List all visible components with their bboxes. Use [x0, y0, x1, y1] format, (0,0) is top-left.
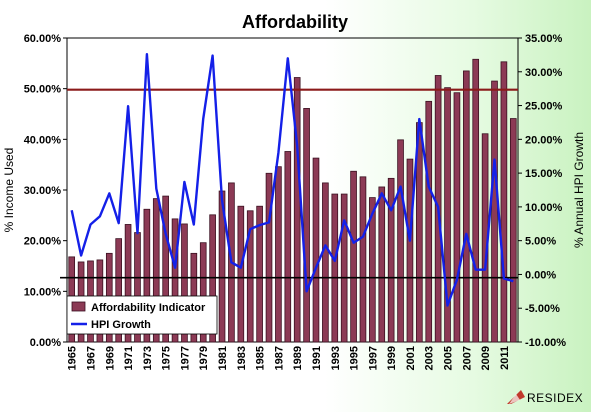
bar-affordability-2000 — [397, 139, 404, 343]
y2-tick-label: -5.00% — [525, 303, 560, 315]
x-tick-label: 2001 — [405, 346, 417, 370]
x-tick-label: 2011 — [499, 346, 511, 370]
bar-affordability-1976 — [171, 218, 179, 343]
y2-tick-label: -10.00% — [525, 337, 566, 349]
x-tick-label: 1993 — [330, 346, 342, 370]
bar-affordability-1977 — [181, 223, 188, 343]
bar-affordability-2012 — [509, 118, 517, 343]
x-tick-label: 1975 — [161, 346, 173, 370]
bar-affordability-2008 — [472, 58, 480, 343]
bar-affordability-1994 — [340, 193, 348, 343]
bar-affordability-1975 — [162, 195, 169, 343]
y2-tick-label: 20.00% — [525, 134, 563, 146]
y2-tick-label: 5.00% — [525, 236, 556, 248]
x-tick-label: 1967 — [85, 346, 97, 370]
bar-affordability-1990 — [303, 108, 310, 343]
bar-affordability-2010 — [491, 80, 498, 343]
chart-title: Affordability — [242, 12, 348, 32]
bar-affordability-2007 — [463, 70, 470, 343]
x-tick-label: 1995 — [349, 346, 361, 370]
x-tick-label: 1997 — [367, 346, 379, 370]
logo-text: RESIDEX — [527, 391, 583, 405]
bar-affordability-2001 — [406, 158, 414, 343]
bar-affordability-1987 — [275, 166, 282, 343]
bar-affordability-1999 — [387, 177, 395, 343]
bar-affordability-1993 — [331, 193, 339, 343]
bar-affordability-1971 — [124, 224, 132, 343]
x-tick-label: 1973 — [142, 346, 154, 370]
bar-affordability-1970 — [115, 238, 122, 343]
bar-affordability-1973 — [143, 208, 151, 343]
bar-affordability-1989 — [293, 77, 301, 343]
y2-tick-label: 30.00% — [525, 67, 563, 79]
legend: Affordability Indicator HPI Growth — [66, 295, 218, 335]
bar-affordability-1986 — [265, 172, 273, 343]
x-tick-label: 1991 — [311, 346, 323, 370]
x-tick-label: 1981 — [217, 346, 229, 370]
x-tick-label: 1989 — [292, 346, 304, 370]
y-tick-label: 20.00% — [24, 236, 62, 248]
legend-bar-swatch — [71, 301, 86, 312]
x-tick-label: 1985 — [255, 346, 267, 370]
bar-affordability-1992 — [322, 182, 329, 343]
bar-affordability-2006 — [453, 92, 461, 343]
y2-tick-label: 25.00% — [525, 101, 563, 113]
x-tick-label: 1999 — [386, 346, 398, 370]
bar-affordability-1988 — [284, 151, 292, 343]
bar-affordability-1985 — [256, 205, 263, 343]
legend-label-affordability: Affordability Indicator — [91, 302, 206, 314]
x-tick-label: 1969 — [104, 346, 116, 370]
bar-affordability-1997 — [369, 197, 376, 343]
x-tick-label: 2003 — [424, 346, 436, 370]
x-tick-label: 1979 — [198, 346, 210, 370]
y2-axis-title: % Annual HPI Growth — [572, 132, 586, 248]
x-tick-label: 1971 — [123, 346, 135, 370]
x-tick-label: 1965 — [67, 346, 79, 370]
bar-affordability-1996 — [359, 176, 367, 343]
x-tick-label: 1977 — [179, 346, 191, 370]
residex-logo: RESIDEX — [507, 390, 583, 405]
x-tick-label: 2007 — [461, 346, 473, 370]
residex-icon — [507, 390, 525, 404]
legend-box — [66, 295, 218, 335]
bar-affordability-1983 — [237, 205, 245, 343]
x-tick-label: 1987 — [273, 346, 285, 370]
x-tick-label: 2005 — [443, 346, 455, 370]
bar-affordability-1991 — [312, 157, 320, 343]
bar-affordability-1998 — [378, 186, 386, 343]
y-tick-label: 10.00% — [24, 286, 62, 298]
y2-tick-label: 10.00% — [525, 202, 563, 214]
y-tick-label: 50.00% — [24, 84, 62, 96]
bar-affordability-1974 — [152, 198, 160, 343]
y-tick-label: 40.00% — [24, 134, 62, 146]
bar-affordability-1984 — [246, 210, 254, 343]
bar-affordability-2005 — [444, 87, 451, 343]
line-hpi-growth — [70, 53, 514, 307]
bar-affordability-2011 — [500, 61, 508, 343]
legend-label-hpi: HPI Growth — [91, 319, 151, 331]
y2-tick-label: 35.00% — [525, 33, 563, 45]
x-tick-label: 1983 — [236, 346, 248, 370]
y-tick-label: 30.00% — [24, 185, 62, 197]
y-tick-label: 60.00% — [24, 33, 62, 45]
bar-affordability-1979 — [199, 242, 207, 343]
y-axis-title: % Income Used — [2, 148, 16, 233]
bar-affordability-1995 — [350, 170, 357, 343]
y2-tick-label: 15.00% — [525, 168, 563, 180]
bar-affordability-2003 — [425, 100, 433, 343]
y-tick-label: 0.00% — [30, 337, 61, 349]
x-tick-label: 2009 — [480, 346, 492, 370]
y2-tick-label: 0.00% — [525, 269, 556, 281]
